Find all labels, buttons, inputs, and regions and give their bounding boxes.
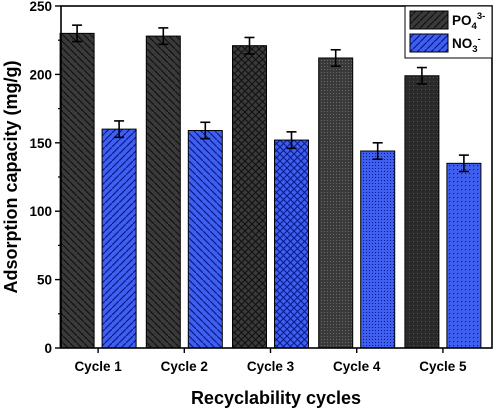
legend-label-po4: PO43-	[452, 11, 485, 32]
y-tick-label: 250	[29, 0, 52, 14]
bar-no3-2	[187, 129, 223, 349]
y-axis: 0 50 100 150 200 250	[29, 0, 61, 356]
bars-layer	[59, 32, 482, 349]
legend-swatch-po4	[409, 10, 449, 30]
legend: PO43- NO3-	[404, 5, 493, 59]
y-tick-label: 100	[29, 204, 52, 219]
legend-label-no3: NO3-	[452, 34, 481, 55]
error-bars-layer	[72, 24, 469, 173]
x-tick-label: Cycle 1	[74, 359, 122, 374]
y-tick-label: 150	[29, 136, 52, 151]
x-tick-label: Cycle 5	[419, 359, 467, 374]
bar-po4-4	[318, 57, 354, 349]
bar-no3-4	[360, 150, 396, 349]
y-tick-label: 50	[37, 273, 52, 288]
x-tick-label: Cycle 3	[247, 359, 295, 374]
x-axis: Cycle 1 Cycle 2 Cycle 3 Cycle 4 Cycle 5	[74, 348, 467, 374]
bar-po4-3	[232, 45, 267, 349]
x-axis-title: Recyclability cycles	[191, 388, 361, 408]
bar-po4-2	[145, 35, 181, 349]
legend-swatch-no3	[409, 33, 449, 53]
y-tick-label: 0	[44, 341, 52, 356]
bar-no3-1	[101, 128, 137, 349]
x-tick-label: Cycle 4	[333, 359, 381, 374]
bar-po4-5	[404, 75, 440, 349]
y-tick-label: 200	[29, 67, 52, 82]
bar-no3-5	[446, 162, 482, 349]
bar-po4-1	[59, 32, 95, 349]
x-tick-label: Cycle 2	[161, 359, 208, 374]
y-axis-title: Adsorption capacity (mg/g)	[1, 60, 21, 293]
bar-no3-3	[274, 139, 309, 349]
